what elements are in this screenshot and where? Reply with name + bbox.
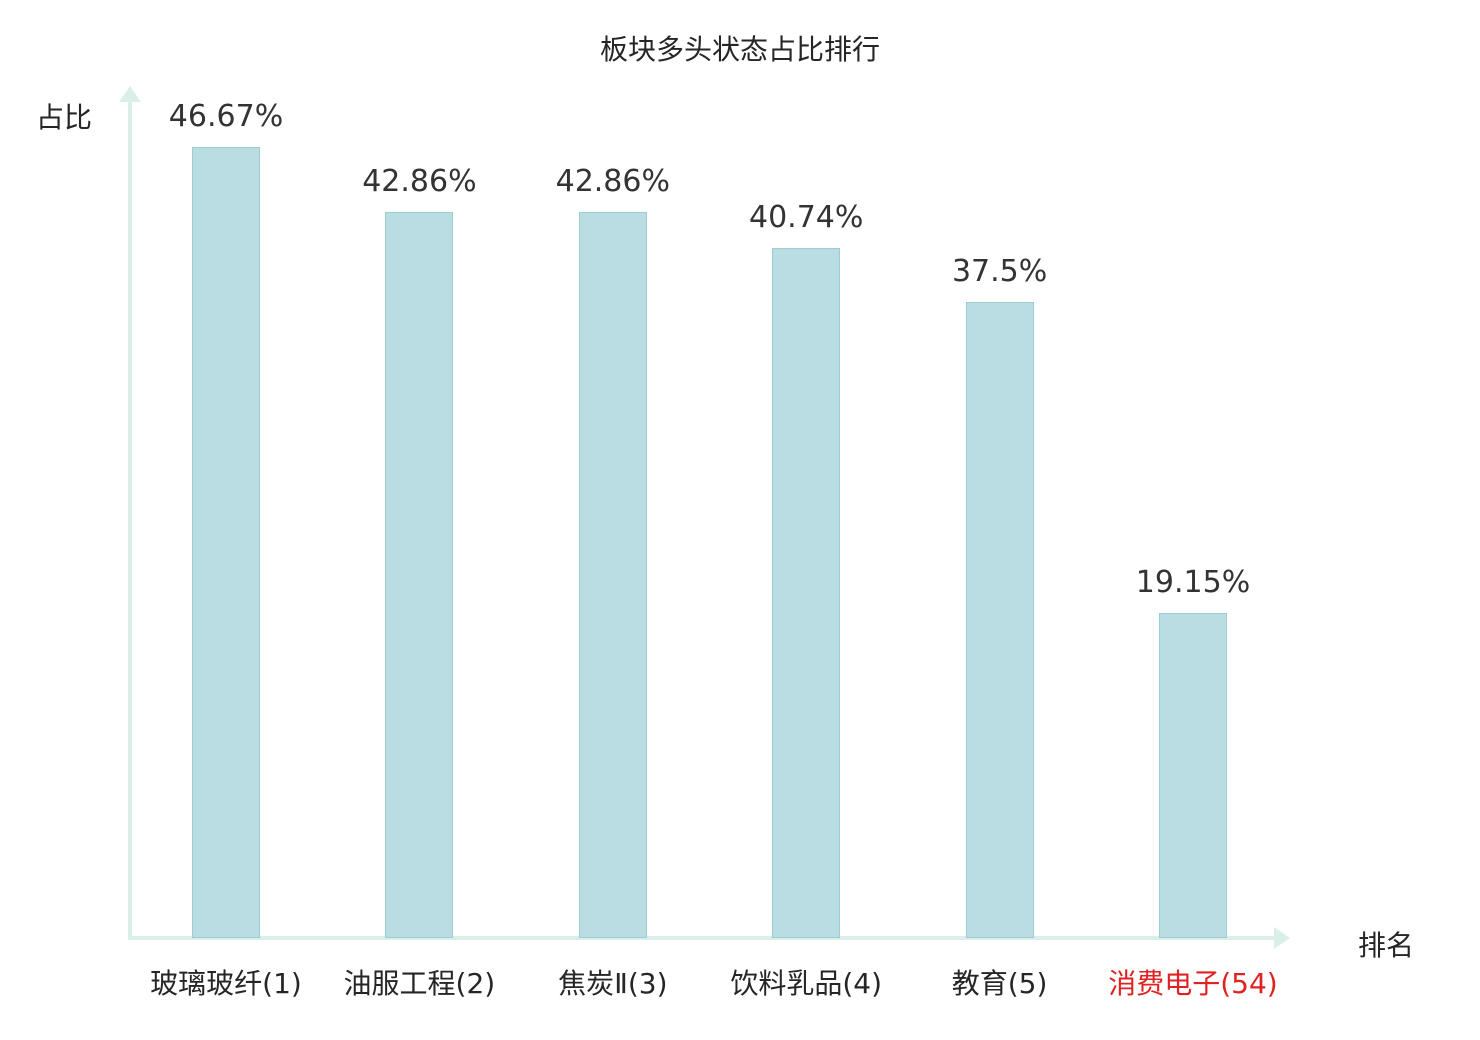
- x-axis-label: 排名: [1358, 929, 1415, 962]
- bar: [1159, 613, 1227, 938]
- bar-category-label: 消费电子(54): [1108, 967, 1278, 1000]
- bar-category-label: 焦炭Ⅱ(3): [558, 967, 668, 1000]
- x-axis-arrow-icon: [1274, 927, 1290, 949]
- chart-title: 板块多头状态占比排行: [599, 33, 880, 66]
- bar-category-label: 饮料乳品(4): [730, 967, 883, 1000]
- y-axis-label: 占比: [36, 101, 93, 134]
- x-axis-line: [128, 936, 1278, 940]
- bar: [192, 147, 260, 938]
- bar-value-label: 42.86%: [362, 164, 477, 199]
- bar-value-label: 40.74%: [748, 200, 864, 235]
- bar-category-label: 教育(5): [951, 967, 1048, 1000]
- bar: [965, 302, 1034, 938]
- bar-value-label: 37.5%: [951, 254, 1048, 289]
- bar-category-label: 油服工程(2): [343, 967, 496, 1000]
- y-axis-line: [128, 100, 132, 940]
- bar-category-label: 玻璃玻纤(1): [150, 967, 302, 1000]
- bar-value-label: 19.15%: [1135, 565, 1251, 600]
- bar: [578, 212, 647, 938]
- y-axis-arrow-icon: [119, 86, 141, 102]
- bar: [385, 212, 454, 938]
- bar: [772, 248, 841, 938]
- bar-value-label: 46.67%: [168, 99, 284, 134]
- bar-value-label: 42.86%: [555, 164, 670, 199]
